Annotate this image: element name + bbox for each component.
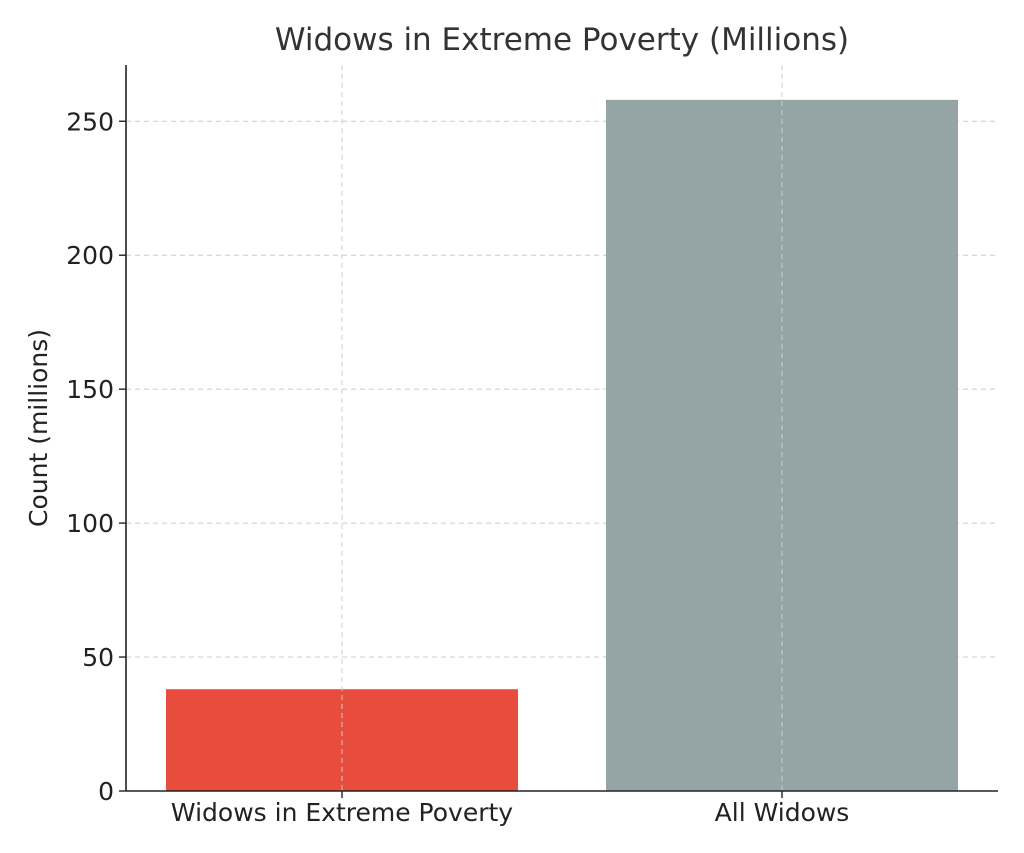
x-tick-label: Widows in Extreme Poverty [171,798,513,827]
y-axis-label: Count (millions) [24,329,53,527]
y-tick-label: 250 [66,107,114,136]
y-tick-label: 0 [98,777,114,806]
x-tick-label: All Widows [715,798,850,827]
chart-title: Widows in Extreme Poverty (Millions) [275,22,849,58]
y-tick-label: 50 [82,643,114,672]
tick-layer: 0 50 100 150 200 250 Widows in Extreme Poverty… [66,107,849,827]
bar-layer [166,65,958,792]
y-tick-label: 150 [66,375,114,404]
y-tick-label: 100 [66,509,114,538]
y-tick-label: 200 [66,241,114,270]
axis-layer [125,65,998,792]
